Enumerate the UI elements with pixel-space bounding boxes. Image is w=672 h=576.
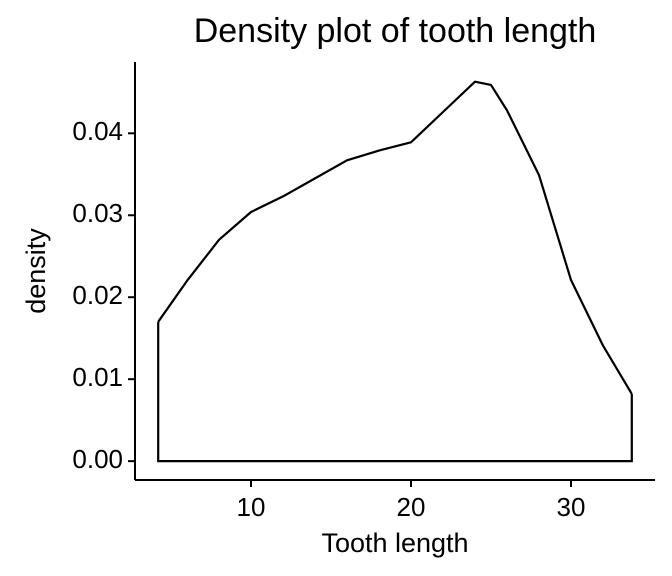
y-tick-label: 0.03 [72,198,123,228]
x-tick-label: 10 [237,492,266,522]
y-tick-label: 0.00 [72,444,123,474]
y-tick-label: 0.01 [72,362,123,392]
density-curve [157,80,633,395]
area-outline [157,321,633,463]
y-tick-label: 0.02 [72,280,123,310]
chart-title: Density plot of tooth length [194,12,597,50]
x-axis-label: Tooth length [321,528,468,558]
x-tick-label: 30 [557,492,586,522]
x-tick-label: 20 [397,492,426,522]
y-axis-label: density [21,228,51,314]
y-tick-label: 0.04 [72,116,123,146]
